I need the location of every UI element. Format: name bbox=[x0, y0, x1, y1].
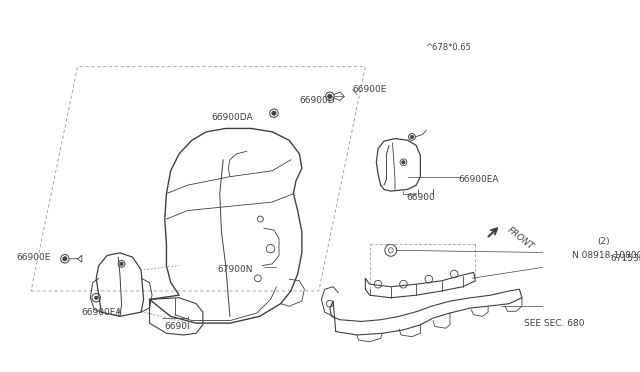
Text: 66900EA: 66900EA bbox=[458, 175, 499, 184]
Text: 66900E: 66900E bbox=[353, 85, 387, 94]
Text: 66900: 66900 bbox=[406, 193, 435, 202]
Circle shape bbox=[120, 262, 124, 266]
Text: 67900N: 67900N bbox=[217, 265, 253, 274]
Text: FRONT: FRONT bbox=[505, 225, 535, 251]
Circle shape bbox=[410, 135, 413, 139]
Text: 67153N: 67153N bbox=[611, 254, 640, 263]
Text: ^678*0.65: ^678*0.65 bbox=[424, 43, 470, 52]
Circle shape bbox=[272, 111, 276, 115]
Text: 66900EA: 66900EA bbox=[82, 308, 122, 317]
Circle shape bbox=[95, 296, 98, 299]
Text: N 08918-10800: N 08918-10800 bbox=[572, 251, 640, 260]
Text: 66900D: 66900D bbox=[300, 96, 335, 105]
Text: 66900E: 66900E bbox=[17, 253, 51, 262]
Text: 66900DA: 66900DA bbox=[211, 113, 253, 122]
Text: (2): (2) bbox=[597, 237, 610, 246]
Circle shape bbox=[402, 161, 405, 164]
Circle shape bbox=[63, 257, 67, 261]
Text: 6690l: 6690l bbox=[164, 322, 190, 331]
Circle shape bbox=[328, 94, 332, 98]
Text: SEE SEC. 680: SEE SEC. 680 bbox=[525, 319, 585, 328]
